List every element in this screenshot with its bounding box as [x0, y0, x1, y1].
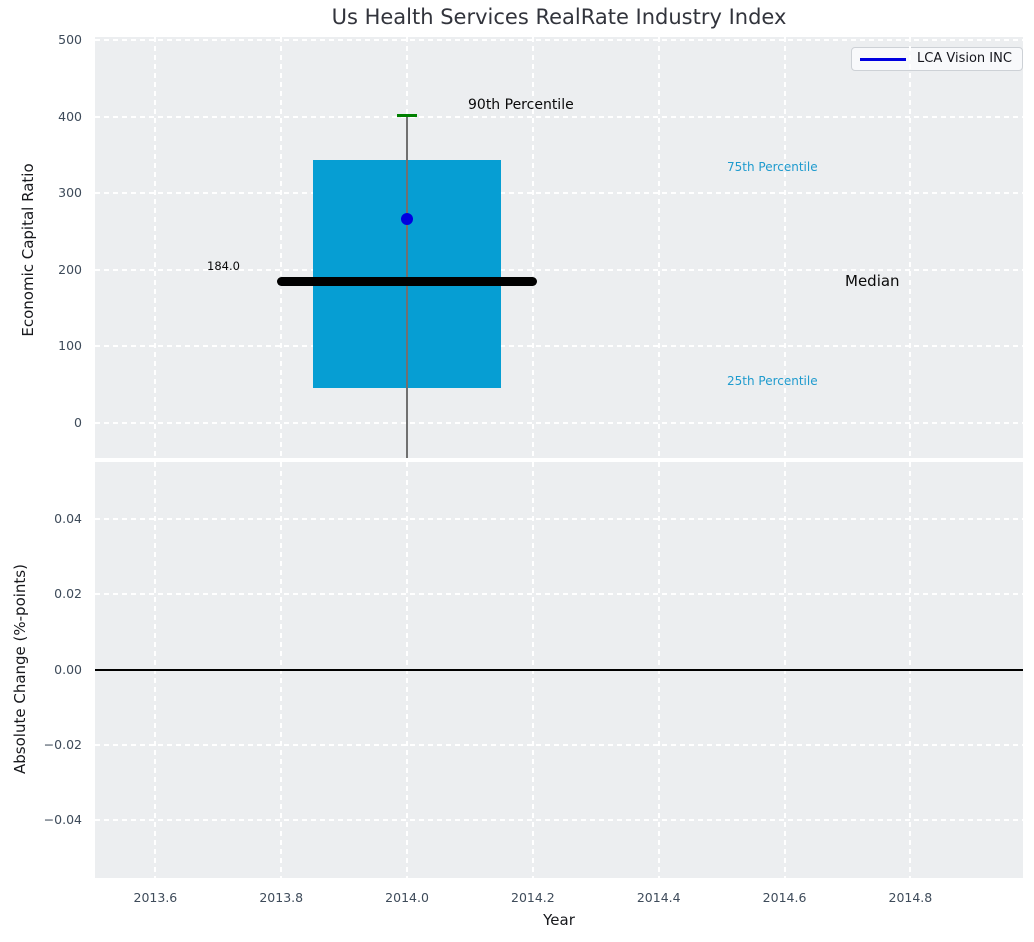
x-tick-label: 2014.8	[888, 890, 933, 905]
gridline-horizontal	[95, 421, 1023, 424]
y-tick-label: 400	[58, 108, 82, 124]
x-tick-label: 2013.6	[133, 890, 178, 905]
top-axes	[95, 37, 1023, 458]
x-tick-label: 2013.8	[259, 890, 304, 905]
y-tick-label: 200	[58, 261, 82, 277]
zero-line	[95, 668, 1023, 671]
gridline-horizontal	[95, 517, 1023, 520]
annotation-90th-percentile: 90th Percentile	[468, 97, 574, 113]
y-tick-label: 100	[58, 338, 82, 354]
gridline-vertical	[783, 37, 786, 458]
x-tick-label: 2014.4	[636, 890, 681, 905]
x-axis-label: Year	[543, 911, 575, 929]
gridline-horizontal	[95, 345, 1023, 348]
y-tick-label: −0.04	[43, 812, 82, 828]
p90-cap	[396, 114, 418, 118]
whisker-line	[406, 115, 409, 458]
gridline-horizontal	[95, 39, 1023, 42]
x-tick-label: 2014.2	[511, 890, 555, 905]
y-tick-label: 300	[58, 185, 82, 201]
x-tick-label: 2014.6	[762, 890, 807, 905]
x-tick-label: 2014.0	[385, 890, 429, 905]
annotation-184-0: 184.0	[207, 259, 240, 273]
legend[interactable]: LCA Vision INC	[851, 47, 1023, 71]
annotation-median: Median	[845, 272, 900, 290]
gridline-horizontal	[95, 819, 1023, 822]
gridline-horizontal	[95, 743, 1023, 746]
gridline-vertical	[154, 37, 157, 458]
y-tick-label: 0.00	[54, 661, 82, 677]
y-tick-label: −0.02	[43, 736, 82, 752]
company-point	[401, 213, 414, 226]
legend-label: LCA Vision INC	[917, 51, 1012, 66]
gridline-horizontal	[95, 268, 1023, 271]
legend-line-icon	[860, 57, 906, 61]
annotation-75th-percentile: 75th Percentile	[727, 160, 818, 174]
gridline-horizontal	[95, 115, 1023, 118]
median-line	[277, 277, 537, 287]
gridline-vertical	[280, 37, 283, 458]
y-tick-label: 0	[74, 414, 82, 430]
gridline-vertical	[657, 37, 660, 458]
chart-title: Us Health Services RealRate Industry Ind…	[331, 5, 787, 29]
gridline-horizontal	[95, 593, 1023, 596]
y-tick-label: 0.04	[54, 510, 82, 526]
gridline-horizontal	[95, 192, 1023, 195]
y-tick-label: 500	[58, 32, 82, 48]
annotation-25th-percentile: 25th Percentile	[727, 374, 818, 388]
y-tick-label: 0.02	[54, 586, 82, 602]
gridline-vertical	[909, 37, 912, 458]
gridline-vertical	[531, 37, 534, 458]
